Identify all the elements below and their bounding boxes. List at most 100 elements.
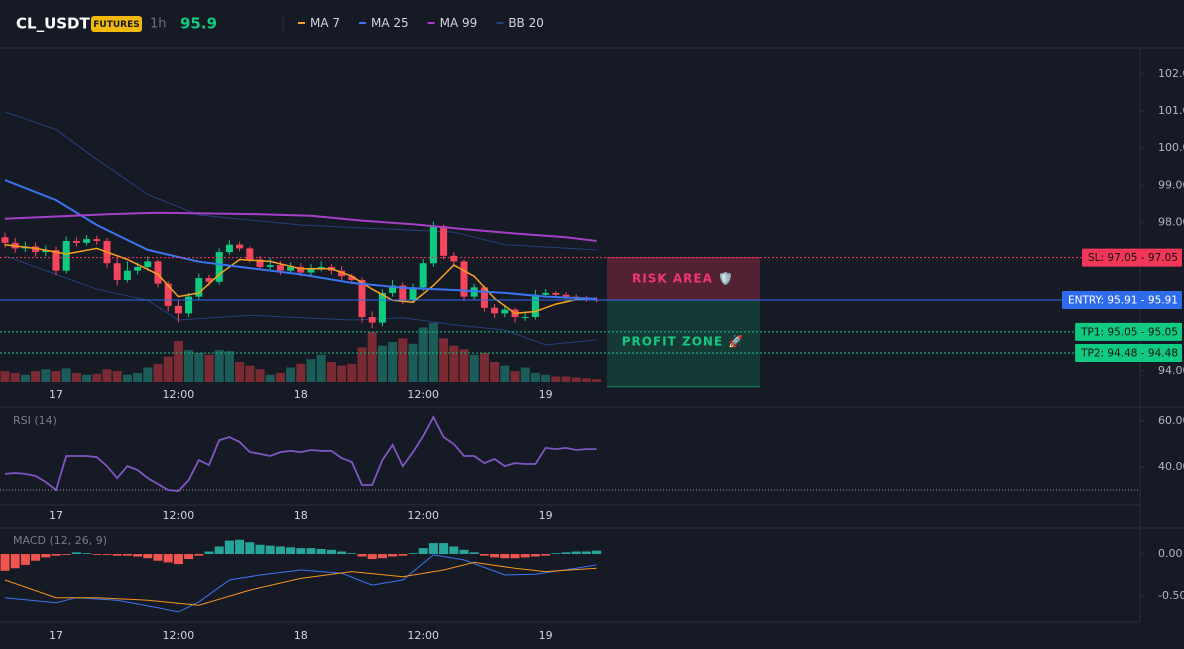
symbol: CL_USDT	[16, 15, 91, 33]
histogram-bar	[418, 548, 428, 555]
histogram-bar	[326, 549, 336, 555]
legend-label: BB 20	[508, 16, 544, 30]
volume-bar	[20, 374, 30, 382]
y-tick-label: 94.00	[1158, 364, 1184, 377]
volume-bar	[408, 343, 418, 382]
legend-label: MA 25	[371, 16, 409, 30]
candle-body	[419, 263, 427, 288]
volume-bar	[255, 369, 265, 382]
histogram-bar	[10, 554, 20, 569]
last-price: 95.9	[180, 15, 217, 33]
volume-bar	[0, 371, 10, 382]
volume-bar	[357, 347, 367, 382]
candle-body	[195, 278, 203, 297]
volume-bar	[459, 349, 469, 382]
histogram-bar	[541, 554, 551, 556]
y-tick-label: 102.00	[1158, 67, 1184, 80]
histogram-bar	[316, 548, 326, 555]
candle-body	[287, 266, 295, 271]
candle-body	[246, 248, 254, 260]
volume-bar	[61, 368, 71, 382]
volume-bar	[326, 362, 336, 382]
zone-label: RISK AREA 🛡️	[632, 271, 734, 285]
interval: 1h	[150, 17, 167, 32]
price-label: TP1: 95.05 - 95.05	[1080, 326, 1178, 338]
price-label: SL: 97.05 - 97.05	[1088, 252, 1178, 264]
y-tick-label: 98.00	[1158, 215, 1184, 228]
volume-bar	[428, 322, 438, 382]
histogram-bar	[520, 554, 530, 558]
histogram-bar	[367, 554, 377, 560]
volume-bar	[245, 365, 255, 382]
rsi-line	[4, 415, 597, 492]
histogram-bar	[388, 554, 398, 557]
macd-line	[4, 561, 597, 606]
x-tick-label: 18	[294, 629, 308, 642]
histogram-bar	[275, 546, 285, 555]
volume-bar	[418, 327, 428, 382]
histogram-bar	[0, 554, 10, 571]
candle-body	[72, 240, 80, 243]
y-tick-label: 60.00	[1158, 414, 1184, 427]
histogram-bar	[51, 554, 61, 556]
x-tick-label: 12:00	[407, 388, 439, 401]
candle-body	[399, 285, 407, 301]
volume-bar	[82, 374, 92, 382]
volume-bar	[479, 352, 489, 382]
pane-title: RSI (14)	[13, 414, 57, 427]
candle-body	[491, 307, 499, 314]
candle-body	[460, 261, 468, 297]
histogram-bar	[20, 554, 30, 565]
histogram-bar	[122, 554, 132, 556]
x-tick-label: 12:00	[163, 629, 195, 642]
histogram-bar	[306, 548, 316, 555]
volume-bar	[194, 352, 204, 382]
macd-line	[4, 554, 597, 613]
candle-body	[552, 292, 560, 295]
volume-bar	[306, 359, 316, 382]
x-tick-label: 12:00	[407, 509, 439, 522]
volume-bar	[337, 365, 347, 382]
x-tick-label: 19	[539, 388, 553, 401]
volume-bar	[173, 341, 183, 382]
candle-body	[1, 237, 9, 243]
histogram-bar	[41, 554, 51, 558]
y-tick-label: 99.00	[1158, 178, 1184, 191]
histogram-bar	[551, 553, 561, 555]
histogram-bar	[102, 554, 112, 555]
volume-bar	[122, 374, 132, 382]
candle-body	[307, 268, 315, 273]
volume-bar	[571, 377, 581, 382]
y-tick-label: 101.00	[1158, 104, 1184, 117]
volume-bar	[153, 363, 163, 382]
histogram-bar	[82, 553, 92, 555]
plot	[0, 111, 602, 382]
volume-bar	[133, 372, 143, 382]
volume-bar	[449, 345, 459, 382]
histogram-bar	[286, 547, 296, 555]
volume-bar	[51, 371, 61, 382]
histogram-bar	[428, 543, 438, 555]
volume-bar	[41, 369, 51, 382]
y-tick-label: 40.00	[1158, 460, 1184, 473]
candle-body	[205, 278, 213, 282]
x-tick-label: 18	[294, 509, 308, 522]
volume-bar	[275, 372, 285, 382]
zone	[607, 257, 760, 300]
x-tick-label: 12:00	[407, 629, 439, 642]
zone-label: PROFIT ZONE 🚀	[622, 334, 745, 348]
candle-body	[358, 279, 366, 318]
histogram-bar	[194, 554, 204, 556]
volume-bar	[31, 371, 41, 382]
volume-bar	[286, 367, 296, 382]
candle-body	[480, 287, 488, 308]
histogram-bar	[439, 543, 449, 555]
histogram-bar	[214, 546, 224, 555]
candle-body	[389, 285, 397, 293]
histogram-bar	[204, 551, 214, 555]
histogram-bar	[143, 554, 153, 559]
x-tick-label: 17	[49, 388, 63, 401]
candle-body	[531, 294, 539, 318]
candle-body	[32, 246, 40, 253]
